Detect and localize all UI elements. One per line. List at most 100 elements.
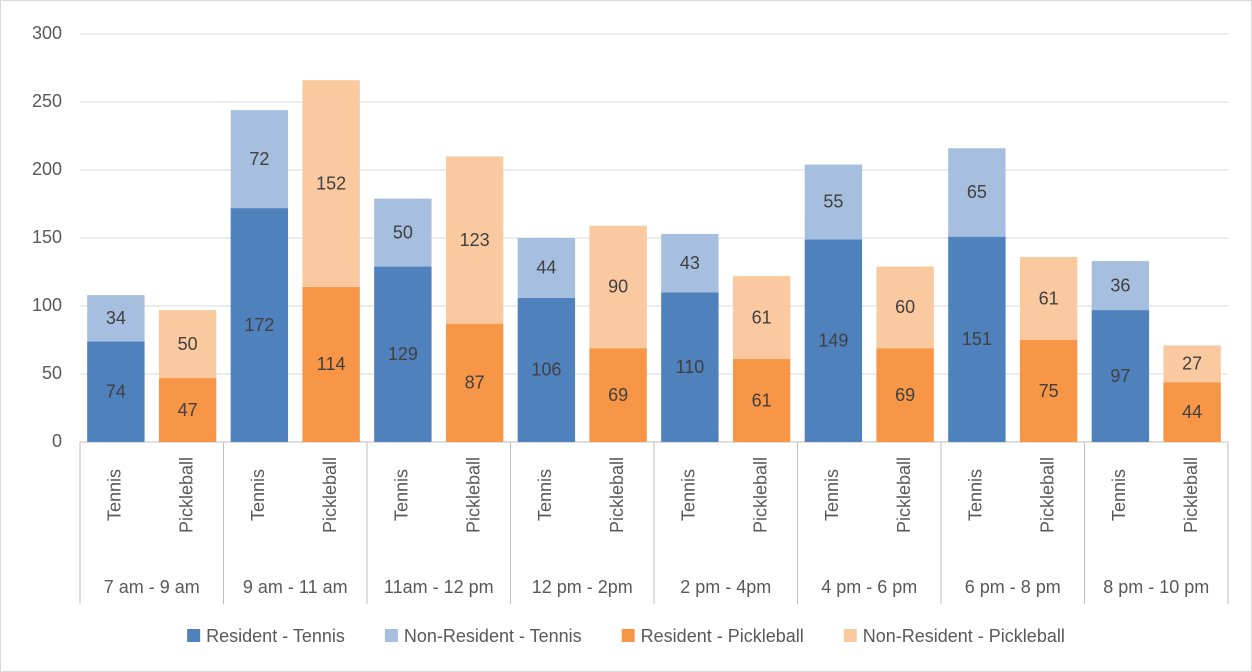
bar-segment bbox=[732, 359, 791, 442]
x-tick-label: Tennis bbox=[392, 469, 412, 521]
data-label: 87 bbox=[465, 373, 485, 393]
x-tick-label: Pickleball bbox=[1037, 457, 1057, 533]
bar-segment bbox=[804, 239, 863, 442]
group-label: 12 pm - 2pm bbox=[532, 577, 633, 597]
group-label: 8 pm - 10 pm bbox=[1103, 577, 1209, 597]
data-label: 50 bbox=[393, 222, 413, 242]
bar-segment bbox=[230, 208, 289, 442]
legend-label: Resident - Pickleball bbox=[641, 626, 804, 646]
bar-segment bbox=[517, 238, 576, 298]
x-tick-label: Tennis bbox=[1109, 469, 1129, 521]
legend-label: Resident - Tennis bbox=[206, 626, 345, 646]
bar-segment bbox=[661, 292, 719, 442]
data-label: 69 bbox=[895, 385, 915, 405]
data-label: 44 bbox=[536, 258, 556, 278]
y-tick-label: 0 bbox=[52, 431, 62, 451]
group-label: 6 pm - 8 pm bbox=[965, 577, 1061, 597]
bar-segment bbox=[804, 164, 863, 240]
data-label: 61 bbox=[752, 390, 772, 410]
x-tick-label: Tennis bbox=[966, 469, 986, 521]
data-label: 149 bbox=[818, 330, 848, 350]
data-label: 50 bbox=[178, 334, 198, 354]
x-tick-label: Pickleball bbox=[320, 457, 340, 533]
x-tick-label: Tennis bbox=[679, 469, 699, 521]
group-label: 9 am - 11 am bbox=[243, 577, 348, 597]
data-label: 97 bbox=[1110, 366, 1130, 386]
bar-segment bbox=[589, 225, 647, 349]
data-label: 60 bbox=[895, 297, 915, 317]
legend-swatch bbox=[384, 629, 398, 642]
x-tick-label: Pickleball bbox=[750, 457, 770, 533]
x-tick-label: Tennis bbox=[105, 469, 125, 521]
legend-label: Non-Resident - Pickleball bbox=[863, 626, 1065, 646]
y-tick-label: 200 bbox=[32, 159, 62, 179]
data-label: 34 bbox=[106, 308, 126, 328]
bar-segment bbox=[158, 378, 217, 442]
data-label: 114 bbox=[317, 354, 346, 374]
y-tick-label: 300 bbox=[32, 23, 62, 43]
data-label: 152 bbox=[316, 173, 346, 193]
data-label: 44 bbox=[1182, 402, 1202, 422]
bar-segment bbox=[876, 348, 934, 442]
bar-segment bbox=[445, 156, 504, 324]
legend-label: Non-Resident - Tennis bbox=[404, 626, 582, 646]
x-tick-label: Pickleball bbox=[176, 457, 196, 533]
group-label: 11am - 12 pm bbox=[384, 577, 494, 597]
y-tick-label: 50 bbox=[42, 363, 62, 383]
group-label: 4 pm - 6 pm bbox=[821, 577, 917, 597]
x-tick-label: Pickleball bbox=[1181, 457, 1201, 533]
data-label: 74 bbox=[106, 381, 126, 401]
bar-segment bbox=[87, 341, 145, 442]
x-tick-label: Pickleball bbox=[607, 457, 627, 533]
data-label: 69 bbox=[608, 385, 628, 405]
bar-segment bbox=[1091, 310, 1150, 442]
data-label: 61 bbox=[752, 307, 772, 327]
x-tick-label: Pickleball bbox=[463, 457, 483, 533]
bar-segment bbox=[1163, 382, 1221, 442]
bar-segment bbox=[445, 323, 504, 442]
data-label: 123 bbox=[460, 230, 490, 250]
bar-segment bbox=[1091, 261, 1150, 311]
bar-segment bbox=[374, 266, 432, 442]
bar-segment bbox=[1019, 340, 1078, 442]
data-label: 61 bbox=[1039, 288, 1059, 308]
legend-swatch bbox=[187, 629, 201, 642]
group-label: 2 pm - 4pm bbox=[680, 577, 771, 597]
data-label: 65 bbox=[967, 182, 987, 202]
data-label: 90 bbox=[608, 277, 628, 297]
y-tick-label: 100 bbox=[32, 295, 62, 315]
bar-segment bbox=[661, 233, 719, 293]
data-label: 27 bbox=[1182, 354, 1202, 374]
bar-segment bbox=[589, 348, 647, 442]
group-label: 7 am - 9 am bbox=[104, 577, 200, 597]
bar-segment bbox=[1163, 345, 1221, 383]
bar-segment bbox=[374, 198, 432, 267]
bar-segment bbox=[87, 295, 145, 342]
data-label: 106 bbox=[531, 360, 561, 380]
data-label: 43 bbox=[680, 253, 700, 273]
x-tick-label: Tennis bbox=[248, 469, 268, 521]
bar-segment bbox=[302, 80, 360, 287]
bar-segment bbox=[517, 297, 576, 442]
bar-segment bbox=[948, 236, 1006, 442]
data-label: 129 bbox=[388, 344, 418, 364]
x-tick-label: Tennis bbox=[822, 469, 842, 521]
bar-segment bbox=[158, 310, 217, 379]
data-label: 110 bbox=[676, 357, 705, 377]
data-label: 172 bbox=[244, 315, 274, 335]
bar-segment bbox=[876, 266, 934, 349]
x-tick-label: Tennis bbox=[535, 469, 555, 521]
bar-segment bbox=[230, 110, 289, 209]
x-tick-label: Pickleball bbox=[894, 457, 914, 533]
y-tick-label: 250 bbox=[32, 91, 62, 111]
data-label: 72 bbox=[249, 149, 269, 169]
bar-segment bbox=[302, 286, 360, 442]
data-label: 47 bbox=[178, 400, 198, 420]
data-label: 151 bbox=[962, 329, 992, 349]
data-label: 55 bbox=[823, 192, 843, 212]
data-label: 36 bbox=[1110, 275, 1130, 295]
legend-swatch bbox=[621, 629, 635, 642]
data-label: 75 bbox=[1039, 381, 1059, 401]
legend-swatch bbox=[843, 629, 857, 642]
